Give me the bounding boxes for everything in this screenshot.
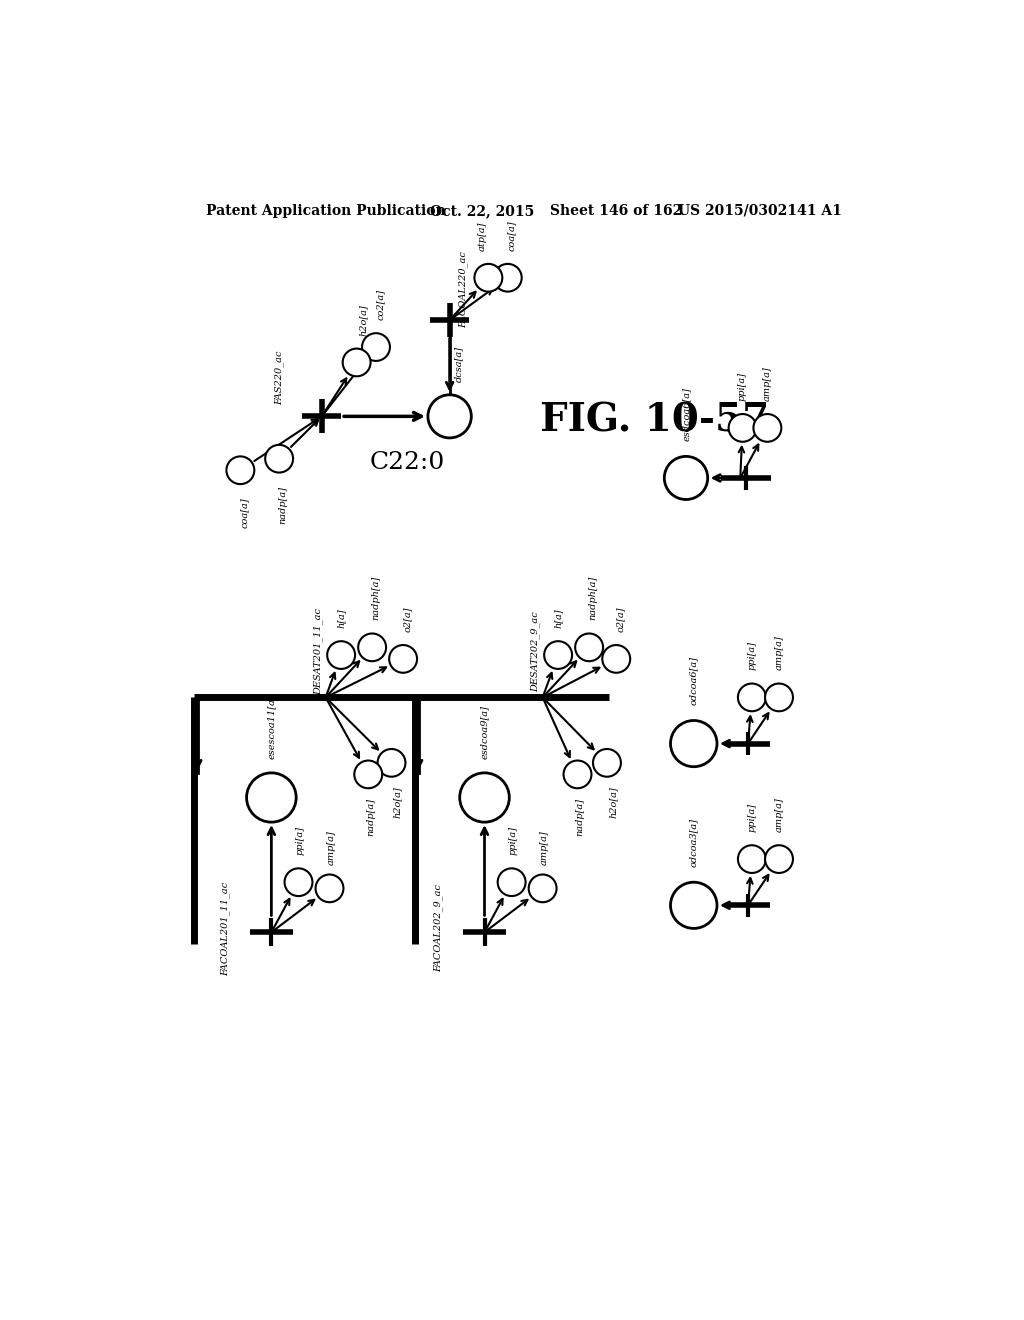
Text: FACOAL202_9_ac: FACOAL202_9_ac [433, 884, 442, 973]
Circle shape [498, 869, 525, 896]
Text: ppi[a]: ppi[a] [738, 372, 748, 401]
Circle shape [602, 645, 630, 673]
Circle shape [729, 414, 757, 442]
Text: h2o[a]: h2o[a] [393, 785, 402, 817]
Circle shape [474, 264, 503, 292]
Circle shape [389, 645, 417, 673]
Circle shape [460, 774, 509, 822]
Text: h2o[a]: h2o[a] [358, 304, 368, 335]
Circle shape [575, 634, 603, 661]
Text: ppi[a]: ppi[a] [509, 826, 518, 855]
Circle shape [665, 457, 708, 499]
Circle shape [671, 882, 717, 928]
Text: Patent Application Publication: Patent Application Publication [206, 203, 445, 218]
Circle shape [765, 845, 793, 873]
Circle shape [315, 874, 343, 903]
Circle shape [738, 845, 766, 873]
Text: Oct. 22, 2015: Oct. 22, 2015 [430, 203, 535, 218]
Text: o2[a]: o2[a] [615, 606, 625, 632]
Text: h[a]: h[a] [554, 609, 562, 628]
Text: ppi[a]: ppi[a] [748, 803, 757, 832]
Circle shape [378, 748, 406, 776]
Circle shape [226, 457, 254, 484]
Text: FACOAL201_11_ac: FACOAL201_11_ac [220, 882, 229, 975]
Text: nadph[a]: nadph[a] [589, 576, 597, 620]
Text: coa[a]: coa[a] [507, 220, 516, 251]
Text: US 2015/0302141 A1: US 2015/0302141 A1 [678, 203, 842, 218]
Circle shape [285, 869, 312, 896]
Circle shape [354, 760, 382, 788]
Text: esescoa11[a]: esescoa11[a] [267, 694, 275, 759]
Text: esdcoa9[a]: esdcoa9[a] [480, 705, 489, 759]
Text: C22:0: C22:0 [370, 451, 444, 474]
Text: FACOAL220_ac: FACOAL220_ac [459, 251, 468, 327]
Text: amp[a]: amp[a] [774, 797, 783, 832]
Circle shape [593, 748, 621, 776]
Circle shape [528, 874, 557, 903]
Text: DESAT201_11_ac: DESAT201_11_ac [313, 607, 323, 694]
Text: amp[a]: amp[a] [763, 366, 772, 401]
Circle shape [358, 634, 386, 661]
Circle shape [738, 684, 766, 711]
Text: ppi[a]: ppi[a] [296, 826, 304, 855]
Text: h[a]: h[a] [337, 609, 346, 628]
Circle shape [343, 348, 371, 376]
Text: odcoa3[a]: odcoa3[a] [689, 818, 698, 867]
Circle shape [544, 642, 572, 669]
Text: odcoa6[a]: odcoa6[a] [689, 656, 698, 705]
Text: co2[a]: co2[a] [376, 289, 384, 321]
Text: FAS220_ac: FAS220_ac [274, 351, 284, 405]
Text: ppi[a]: ppi[a] [748, 642, 757, 671]
Text: o2[a]: o2[a] [402, 606, 412, 632]
Circle shape [671, 721, 717, 767]
Text: nadp[a]: nadp[a] [366, 797, 375, 836]
Circle shape [328, 642, 355, 669]
Text: nadp[a]: nadp[a] [575, 797, 585, 836]
Text: Sheet 146 of 162: Sheet 146 of 162 [550, 203, 683, 218]
Circle shape [247, 774, 296, 822]
Circle shape [428, 395, 471, 438]
Text: DESAT202_9_ac: DESAT202_9_ac [530, 611, 540, 692]
Text: nadph[a]: nadph[a] [372, 576, 381, 620]
Text: amp[a]: amp[a] [327, 830, 336, 866]
Text: FIG. 10-57: FIG. 10-57 [541, 401, 770, 440]
Text: h2o[a]: h2o[a] [608, 785, 617, 817]
Text: amp[a]: amp[a] [540, 830, 549, 866]
Text: esdcoa6[a]: esdcoa6[a] [682, 387, 690, 441]
Circle shape [362, 333, 390, 360]
Circle shape [563, 760, 592, 788]
Circle shape [754, 414, 781, 442]
Circle shape [265, 445, 293, 473]
Text: nadp[a]: nadp[a] [279, 486, 288, 524]
Text: dcsa[a]: dcsa[a] [455, 346, 464, 381]
Text: atp[a]: atp[a] [477, 222, 486, 251]
Circle shape [765, 684, 793, 711]
Circle shape [494, 264, 521, 292]
Text: amp[a]: amp[a] [774, 636, 783, 671]
Text: coa[a]: coa[a] [240, 498, 249, 528]
